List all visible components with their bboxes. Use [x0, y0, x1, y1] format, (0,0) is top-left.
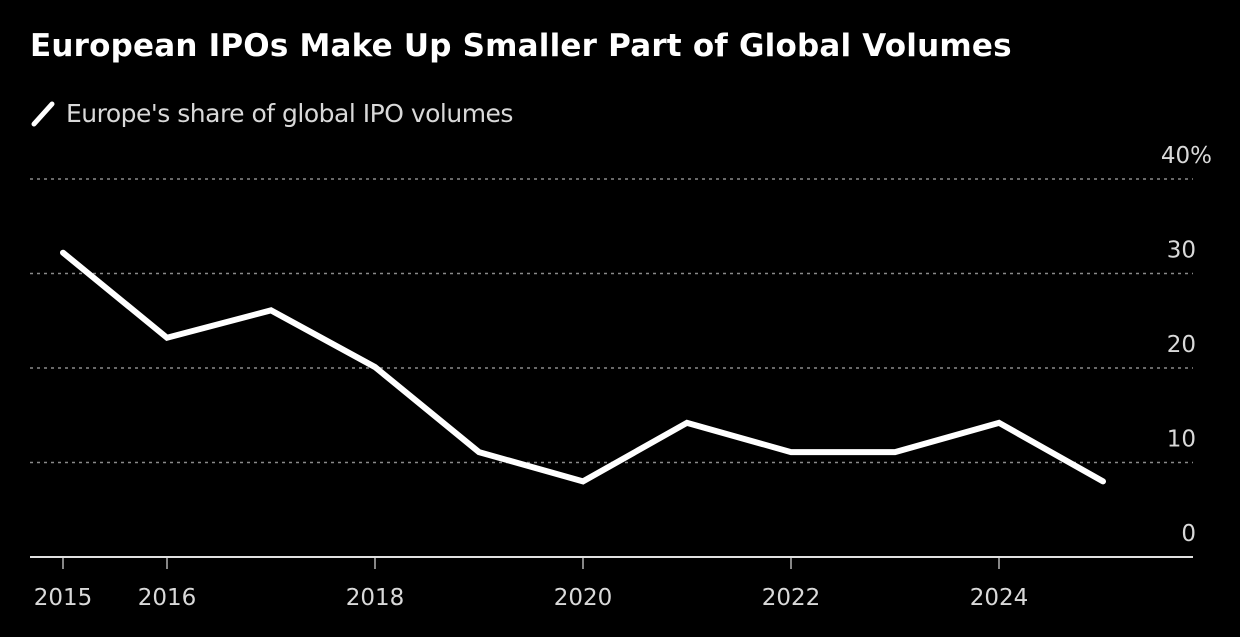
x-axis-ticks: 2015 2016 2018 2020 2022 2024 [34, 557, 1029, 611]
x-tick-label: 2020 [554, 585, 613, 611]
gridlines [30, 178, 1193, 464]
y-tick-label: 20 [1167, 332, 1196, 358]
x-tick-label: 2022 [762, 585, 821, 611]
y-tick-label: 10 [1167, 427, 1196, 453]
legend-line-icon [31, 101, 55, 127]
x-tick-label: 2016 [138, 585, 197, 611]
x-tick-label: 2018 [346, 585, 405, 611]
chart-title: European IPOs Make Up Smaller Part of Gl… [30, 28, 1012, 64]
y-tick-label: 0 [1181, 521, 1196, 547]
y-axis-labels: 40% 30 20 10 0 [1161, 143, 1212, 547]
x-tick-label: 2015 [34, 585, 93, 611]
legend-label: Europe's share of global IPO volumes [66, 98, 513, 128]
x-tick-label: 2024 [970, 585, 1029, 611]
y-tick-label: 40% [1161, 143, 1212, 169]
series [60, 249, 1106, 485]
legend: Europe's share of global IPO volumes [30, 96, 513, 130]
series-line [60, 249, 1106, 485]
y-tick-label: 30 [1167, 238, 1196, 264]
